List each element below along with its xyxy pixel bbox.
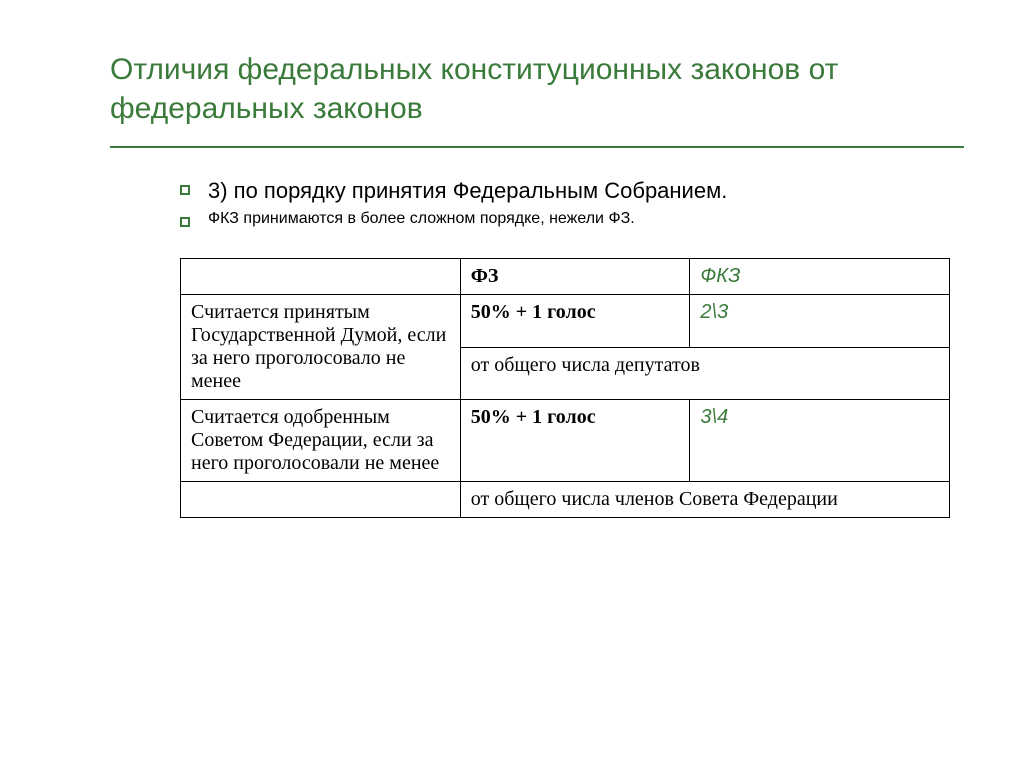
slide-title: Отличия федеральных конституционных зако…	[110, 50, 964, 128]
table-cell	[181, 259, 461, 295]
table-cell: 50% + 1 голос	[460, 295, 690, 348]
bullet-list: 3) по порядку принятия Федеральным Собра…	[180, 178, 964, 228]
comparison-table: ФЗ ФКЗ Считается принятым Государственно…	[180, 258, 950, 518]
table-row: Считается одобренным Советом Федерации, …	[181, 400, 950, 482]
bullet-item: ФКЗ принимаются в более сложном порядке,…	[180, 210, 964, 228]
table-cell: Считается принятым Государственной Думой…	[181, 295, 461, 400]
bullet-marker-icon	[180, 185, 190, 195]
table-cell: 3\4	[690, 400, 950, 482]
table-cell: от общего числа членов Совета Федерации	[460, 482, 949, 518]
bullet-marker-icon	[180, 217, 190, 227]
table-cell: 2\3	[690, 295, 950, 348]
title-underline	[110, 146, 964, 148]
table-row: от общего числа членов Совета Федерации	[181, 482, 950, 518]
table-row: Считается принятым Государственной Думой…	[181, 295, 950, 348]
table-row: ФЗ ФКЗ	[181, 259, 950, 295]
table-cell: Считается одобренным Советом Федерации, …	[181, 400, 461, 482]
table-cell: 50% + 1 голос	[460, 400, 690, 482]
table-header-fz: ФЗ	[460, 259, 690, 295]
table-cell	[181, 482, 461, 518]
table-header-fkz: ФКЗ	[690, 259, 950, 295]
bullet-text: ФКЗ принимаются в более сложном порядке,…	[208, 210, 635, 228]
table-cell: от общего числа депутатов	[460, 347, 949, 400]
bullet-text: 3) по порядку принятия Федеральным Собра…	[208, 178, 727, 204]
bullet-item: 3) по порядку принятия Федеральным Собра…	[180, 178, 964, 204]
